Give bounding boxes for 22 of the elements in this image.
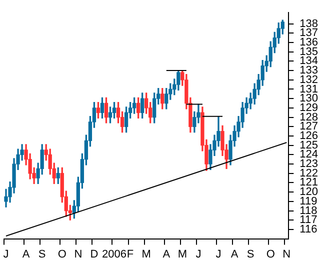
x-tick-label: A [230, 248, 239, 260]
x-tick-label: N [282, 248, 291, 260]
y-tick-label: 119 [300, 195, 318, 208]
x-tick-label: F [126, 248, 134, 260]
x-tick-label: A [22, 248, 30, 260]
x-tick-label: S [246, 248, 254, 260]
x-tick-label: J [196, 248, 202, 260]
x-tick-label: J [3, 248, 9, 260]
x-tick-label: O [266, 248, 276, 260]
x-tick-label: S [38, 248, 46, 260]
y-tick-label: 129 [300, 102, 318, 114]
x-tick-label: O [58, 248, 67, 260]
y-tick-label: 132 [300, 74, 318, 86]
x-tick-label: A [162, 248, 171, 260]
y-tick-label: 116 [300, 223, 318, 236]
x-tick-label: N [74, 248, 82, 260]
y-tick-label: 135 [300, 46, 318, 58]
x-tick-label: J [216, 248, 222, 260]
x-tick-label: M [142, 248, 151, 260]
x-tick-label: M [178, 248, 187, 260]
x-tick-label: D [90, 248, 98, 260]
x-tick-label: 2006 [102, 248, 126, 260]
